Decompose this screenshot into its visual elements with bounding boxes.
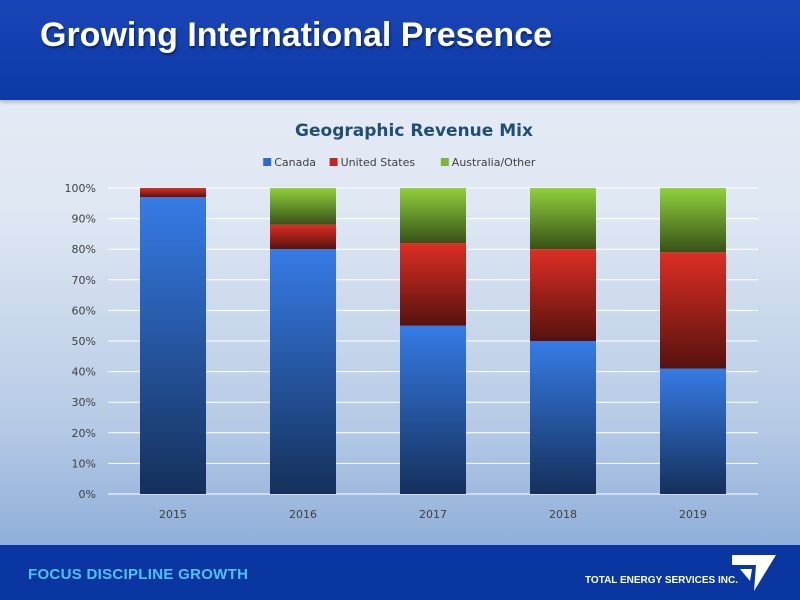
chart-title: Geographic Revenue Mix (295, 121, 533, 141)
y-tick-label: 20% (72, 427, 96, 440)
total-energy-logo-icon (732, 555, 776, 591)
y-tick-label: 0% (79, 488, 96, 501)
y-tick-label: 100% (65, 182, 96, 195)
legend-label: United States (341, 156, 416, 169)
header-bar: Growing International Presence (0, 0, 800, 100)
footer-bar: FOCUS DISCIPLINE GROWTH TOTAL ENERGY SER… (0, 545, 800, 600)
y-tick-label: 10% (72, 457, 96, 470)
bar-segment-canada-2017 (400, 325, 466, 494)
legend-swatch (440, 158, 449, 166)
y-tick-label: 30% (72, 396, 96, 409)
company-name: TOTAL ENERGY SERVICES INC. (585, 575, 738, 586)
bar-segment-united-states-2015 (140, 188, 206, 198)
bar-segment-australia-other-2019 (660, 188, 726, 253)
chart-area: Geographic Revenue Mix Canada United Stat… (64, 121, 726, 521)
bar-segment-united-states-2019 (660, 252, 726, 369)
legend-swatch (329, 158, 338, 166)
x-tick-label: 2019 (679, 508, 707, 521)
bar-segment-canada-2016 (270, 249, 336, 494)
chart-bars (140, 188, 726, 494)
bar-segment-australia-other-2018 (530, 188, 596, 250)
footer-tagline: FOCUS DISCIPLINE GROWTH (28, 566, 249, 583)
bar-segment-united-states-2018 (530, 249, 596, 341)
x-tick-label: 2016 (289, 508, 317, 521)
bar-segment-canada-2018 (530, 341, 596, 494)
y-tick-label: 60% (72, 304, 96, 317)
y-tick-label: 70% (72, 274, 96, 287)
bar-segment-united-states-2017 (400, 243, 466, 326)
legend-label: Australia/Other (452, 156, 536, 169)
bar-segment-canada-2015 (140, 197, 206, 494)
y-tick-label: 50% (72, 335, 96, 348)
y-tick-label: 80% (72, 243, 96, 256)
x-tick-label: 2015 (159, 508, 187, 521)
slide-title: Growing International Presence (40, 16, 553, 54)
x-axis: 2015 2016 2017 2018 2019 (159, 508, 707, 521)
bar-segment-united-states-2016 (270, 224, 336, 250)
bar-segment-canada-2019 (660, 368, 726, 494)
legend-swatch (263, 158, 272, 166)
y-tick-label: 40% (72, 366, 96, 379)
y-tick-label: 90% (72, 213, 96, 226)
y-axis: 0% 10% 20% 30% 40% 50% 60% 70% 80% 90% 100% (65, 182, 96, 501)
legend-label: Canada (274, 156, 316, 169)
x-tick-label: 2017 (419, 508, 447, 521)
chart-legend: Canada United States Australia/Other (263, 156, 536, 169)
bar-segment-australia-other-2016 (270, 188, 336, 225)
x-tick-label: 2018 (549, 508, 577, 521)
bar-segment-australia-other-2017 (400, 188, 466, 244)
